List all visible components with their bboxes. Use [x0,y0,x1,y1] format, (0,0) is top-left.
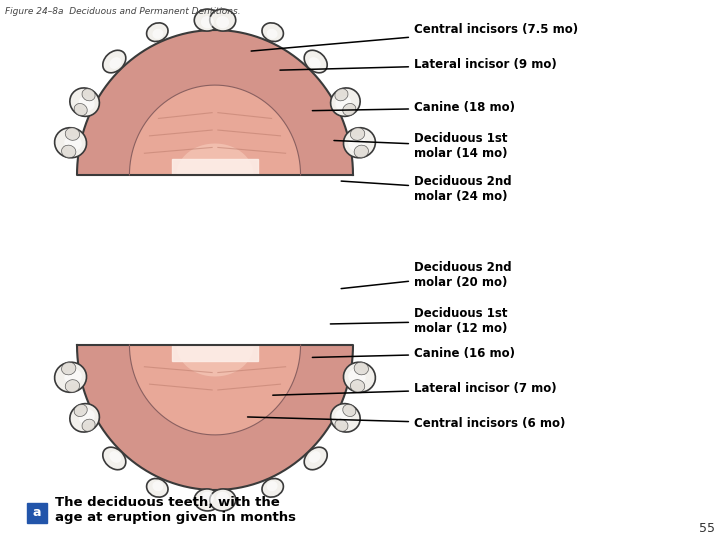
Ellipse shape [304,447,327,470]
Ellipse shape [66,127,80,140]
Ellipse shape [153,29,163,39]
Polygon shape [176,144,253,175]
Ellipse shape [109,57,121,69]
Ellipse shape [147,23,168,42]
Text: 55: 55 [699,522,715,535]
Polygon shape [77,345,353,490]
Ellipse shape [335,419,348,431]
Ellipse shape [55,362,86,392]
FancyBboxPatch shape [27,503,47,523]
Ellipse shape [304,50,327,73]
Ellipse shape [210,9,235,31]
Ellipse shape [354,362,369,375]
Ellipse shape [201,16,214,28]
Ellipse shape [354,145,369,158]
Polygon shape [130,345,300,435]
Ellipse shape [351,380,365,393]
Text: Deciduous 2nd
molar (24 mo): Deciduous 2nd molar (24 mo) [341,175,512,203]
Ellipse shape [216,16,229,28]
Polygon shape [130,85,300,175]
Ellipse shape [351,127,365,140]
Ellipse shape [348,369,366,384]
Ellipse shape [61,145,76,158]
Text: Deciduous 1st
molar (14 mo): Deciduous 1st molar (14 mo) [334,132,508,160]
Ellipse shape [103,447,126,470]
Ellipse shape [74,104,87,116]
Text: Lateral incisor (9 mo): Lateral incisor (9 mo) [280,58,557,71]
Ellipse shape [64,369,82,384]
Ellipse shape [336,96,351,111]
Ellipse shape [343,127,375,158]
Text: Canine (16 mo): Canine (16 mo) [312,347,515,360]
Ellipse shape [309,451,320,463]
Text: Figure 24–8a  Deciduous and Permanent Dentitions.: Figure 24–8a Deciduous and Permanent Den… [5,7,240,16]
Ellipse shape [109,451,121,463]
Ellipse shape [266,481,277,491]
Text: Central incisors (7.5 mo): Central incisors (7.5 mo) [251,23,578,51]
Ellipse shape [194,489,220,511]
Ellipse shape [70,88,99,117]
Ellipse shape [78,96,95,111]
Text: a: a [32,507,41,519]
Ellipse shape [309,57,320,69]
Ellipse shape [266,29,277,39]
Ellipse shape [74,404,87,416]
Text: Lateral incisor (7 mo): Lateral incisor (7 mo) [273,382,557,395]
Ellipse shape [201,492,214,504]
Polygon shape [176,345,253,376]
Text: The deciduous teeth, with the
age at eruption given in months: The deciduous teeth, with the age at eru… [55,496,296,524]
Ellipse shape [103,50,126,73]
Ellipse shape [335,89,348,101]
Polygon shape [172,345,258,361]
Ellipse shape [78,409,95,424]
Ellipse shape [210,489,235,511]
Ellipse shape [216,492,229,504]
Ellipse shape [262,23,284,42]
Ellipse shape [55,127,86,158]
Ellipse shape [343,362,375,392]
Ellipse shape [66,380,80,393]
Ellipse shape [343,104,356,116]
Text: Deciduous 2nd
molar (20 mo): Deciduous 2nd molar (20 mo) [341,261,512,289]
Ellipse shape [336,409,351,424]
Ellipse shape [153,481,163,491]
Ellipse shape [64,136,82,151]
Text: Deciduous 1st
molar (12 mo): Deciduous 1st molar (12 mo) [330,307,508,335]
Polygon shape [77,30,353,175]
Polygon shape [172,159,258,175]
Ellipse shape [82,419,95,431]
Ellipse shape [330,403,360,432]
Ellipse shape [194,9,220,31]
Ellipse shape [262,478,284,497]
Ellipse shape [343,404,356,416]
Ellipse shape [330,88,360,117]
Ellipse shape [147,478,168,497]
Ellipse shape [82,89,95,101]
Ellipse shape [70,403,99,432]
Ellipse shape [348,136,366,151]
Text: Central incisors (6 mo): Central incisors (6 mo) [248,417,565,430]
Text: Canine (18 mo): Canine (18 mo) [312,102,515,114]
Ellipse shape [61,362,76,375]
